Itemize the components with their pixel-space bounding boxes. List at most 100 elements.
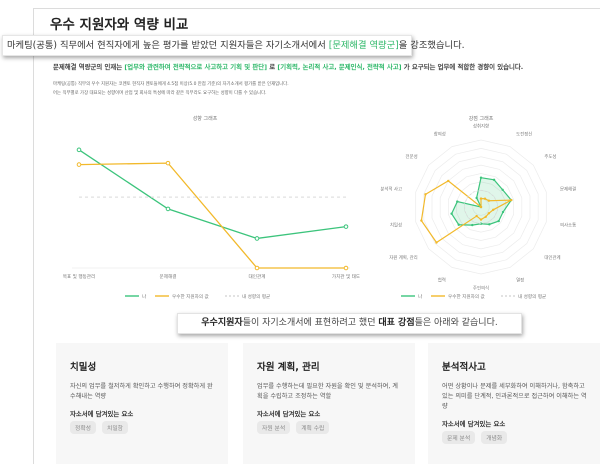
tag-list: 문제 분석 개념화 bbox=[442, 431, 589, 444]
svg-text:나: 나 bbox=[418, 293, 423, 300]
svg-text:우수한 지원자의 값: 우수한 지원자의 값 bbox=[172, 293, 210, 300]
summary-prefix: 문제해결 역량군의 인재는 bbox=[53, 63, 125, 71]
data-point bbox=[420, 219, 423, 222]
x-axis-label: 대인관계 bbox=[249, 273, 266, 280]
data-point bbox=[254, 236, 260, 241]
svg-text:내 성향의 평균: 내 성향의 평균 bbox=[242, 293, 270, 300]
strength-radar-chart: 강점 그래프 성취지향 도전정신 주도성 문제해결 의사소통 대인관계 열정 주인의식 협력 자원 … bbox=[370, 105, 600, 305]
radar-grid bbox=[423, 148, 539, 266]
radar-axis-label: 전문성 bbox=[406, 153, 418, 160]
data-point bbox=[457, 223, 460, 226]
tag: 문제 분석 bbox=[442, 431, 476, 444]
chart-title: 강점 그래프 bbox=[469, 115, 494, 122]
svg-text:내 성향의 평균: 내 성향의 평균 bbox=[518, 293, 546, 300]
radar-axis-label: 주인의식 bbox=[473, 285, 489, 292]
data-point bbox=[435, 241, 438, 244]
radar-grid bbox=[456, 181, 506, 233]
x-axis-label: 문제해결 bbox=[160, 273, 177, 280]
svg-text:나: 나 bbox=[142, 293, 147, 300]
legend-item[interactable]: 나 bbox=[401, 293, 423, 300]
summary-highlight-1: [업무와 관련하여 전략적으로 사고하고 기획 및 판단] bbox=[124, 63, 268, 71]
data-point bbox=[483, 197, 487, 200]
summary-line: 문제해결 역량군의 인재는 [업무와 관련하여 전략적으로 사고하고 기획 및 … bbox=[53, 62, 523, 71]
radar-axis-label: 협력 bbox=[438, 276, 446, 283]
card-title: 자원 계획, 관리 bbox=[257, 362, 320, 373]
callout-text: 마케팅(공통) 직무에서 현직자에게 높은 평가를 받았던 지원자들은 자기소개… bbox=[7, 40, 329, 51]
data-point bbox=[479, 218, 483, 221]
tag-list: 정확성 치밀함 bbox=[70, 421, 214, 434]
data-point bbox=[492, 208, 495, 211]
data-point bbox=[471, 223, 474, 227]
data-point bbox=[488, 223, 491, 226]
data-point bbox=[497, 219, 500, 223]
data-point bbox=[479, 176, 483, 179]
data-point bbox=[343, 224, 349, 229]
tag: 치밀함 bbox=[102, 421, 128, 434]
radar-axis-label: 문제해결 bbox=[560, 185, 576, 192]
data-point bbox=[165, 160, 171, 166]
legend-item[interactable]: 우수한 지원자의 값 bbox=[155, 293, 210, 300]
data-point bbox=[501, 210, 505, 214]
tag: 개념화 bbox=[481, 431, 508, 444]
banner-bold-1: 우수지원자 bbox=[201, 318, 243, 328]
data-point bbox=[76, 162, 82, 167]
card-title: 분석적사고 bbox=[442, 362, 486, 373]
callout-highlight: [문제해결 역량군] bbox=[328, 40, 399, 51]
legend-item[interactable]: 우수한 지원자의 값 bbox=[431, 293, 486, 300]
legend-item[interactable]: 내 성향의 평균 bbox=[225, 293, 270, 300]
radar-axis-label: 의사소통 bbox=[560, 222, 576, 229]
card-description: 업무를 수행하는데 필요한 자원을 확인 및 분석하여, 계획을 수립하고 조정… bbox=[257, 383, 398, 400]
strength-card: 자원 계획, 관리 업무를 수행하는데 필요한 자원을 확인 및 분석하여, 계… bbox=[243, 343, 415, 464]
radar-grid bbox=[447, 173, 515, 241]
radar-axis-label: 자원 계획, 관리 bbox=[389, 254, 417, 261]
series-line bbox=[78, 149, 347, 240]
chart-title: 성향 그래프 bbox=[193, 115, 218, 122]
tag: 계획 수립 bbox=[296, 421, 330, 434]
radar-grid bbox=[472, 198, 490, 216]
tag-list: 자원 분석 계획 수립 bbox=[257, 421, 401, 434]
banner-text-2: 들은 아래와 같습니다. bbox=[414, 318, 498, 328]
card-subheading: 자소서에 담겨있는 요소 bbox=[442, 420, 506, 428]
radar-series-average bbox=[464, 189, 498, 225]
card-title: 치밀성 bbox=[70, 362, 97, 373]
radar-axis-label: 창의성 bbox=[434, 131, 446, 138]
data-point bbox=[447, 179, 450, 183]
x-axis-label: 가치관 및 태도 bbox=[332, 273, 360, 280]
summary-suffix: 가 요구되는 업무에 적합한 경향이 있습니다. bbox=[401, 63, 524, 71]
page-title: 우수 지원자와 역량 비교 bbox=[50, 17, 189, 33]
data-point bbox=[475, 214, 478, 218]
data-point bbox=[487, 199, 491, 202]
data-point bbox=[424, 193, 427, 196]
series-line bbox=[78, 162, 346, 269]
banner-text-1: 들이 자기소개서에 표현하려고 했던 bbox=[242, 318, 379, 328]
data-point bbox=[343, 265, 349, 271]
tag: 정확성 bbox=[70, 421, 96, 434]
data-point bbox=[475, 196, 478, 200]
strength-card: 치밀성 자신의 업무를 철저하게 확인하고 수행하여 정확하게 완수해내는 역량… bbox=[56, 343, 228, 464]
radar-axis-label: 분석적 사고 bbox=[380, 185, 402, 192]
svg-text:우수한 지원자의 값: 우수한 지원자의 값 bbox=[448, 293, 486, 300]
radar-grid bbox=[439, 164, 523, 250]
data-point bbox=[479, 197, 483, 200]
summary-highlight-2: [기획력, 논리적 사고, 문제인식, 전략적 사고] bbox=[277, 63, 402, 71]
radar-grid bbox=[431, 156, 531, 258]
data-point bbox=[254, 265, 260, 271]
radar-axis-label: 대인관계 bbox=[544, 254, 560, 261]
legend-item[interactable]: 나 bbox=[125, 293, 147, 300]
strength-card: 분석적사고 어떤 상황이나 문제를 세부화하여 이해하거나, 함축하고 있는 의… bbox=[428, 343, 600, 464]
note-line: 마케팅(공통) 직무의 우수 지원자는 코멘토 현직자 멘토들에게 4.5점 이… bbox=[53, 82, 289, 87]
card-subheading: 자소서에 담겨있는 요소 bbox=[257, 410, 321, 418]
data-point bbox=[76, 147, 82, 153]
card-description: 자신의 업무를 철저하게 확인하고 수행하여 정확하게 완수해내는 역량 bbox=[70, 383, 213, 400]
callout-suffix: 을 강조했습니다. bbox=[398, 40, 465, 51]
data-point bbox=[479, 205, 483, 209]
legend-item[interactable]: 내 성향의 평균 bbox=[501, 293, 546, 300]
data-point bbox=[484, 215, 487, 219]
tag: 자원 분석 bbox=[257, 421, 291, 434]
card-description: 어떤 상황이나 문제를 세부화하여 이해하거나, 함축하고 있는 의미를 단계적… bbox=[442, 383, 587, 410]
strengths-banner: 우수지원자들이 자기소개서에 표현하려고 했던 대표 강점들은 아래와 같습니다… bbox=[177, 313, 522, 334]
data-point bbox=[501, 188, 504, 191]
radar-axis-label: 주도성 bbox=[544, 153, 556, 160]
x-axis-label: 목표 및 행동관리 bbox=[63, 273, 96, 280]
